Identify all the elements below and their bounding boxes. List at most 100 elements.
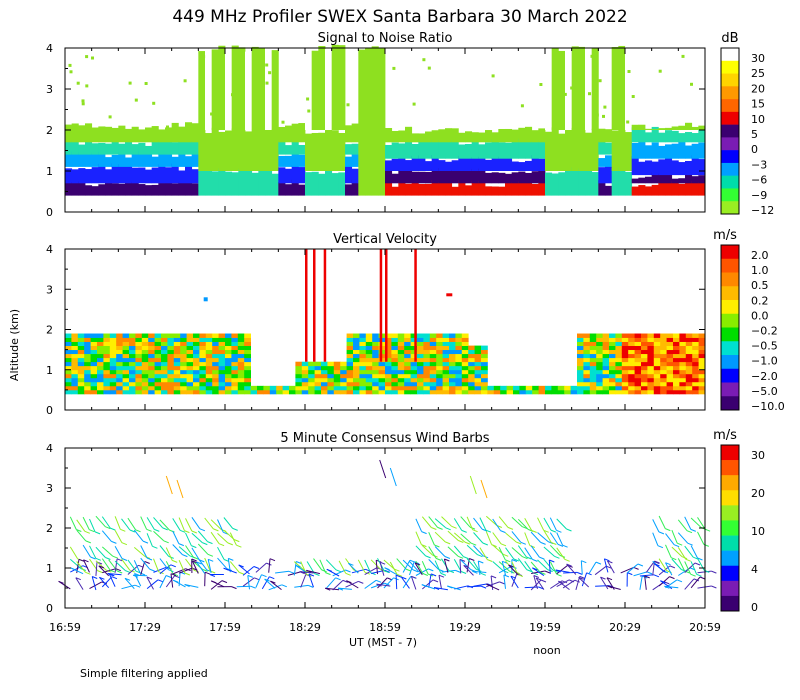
wind-barb-flag: [508, 564, 514, 568]
velocity-cell: [692, 353, 699, 359]
velocity-cell: [417, 337, 424, 342]
snr-cell: [178, 170, 186, 184]
colorbar-frame: [720, 47, 740, 215]
velocity-cell: [545, 389, 552, 395]
velocity-cell: [301, 365, 309, 371]
velocity-cell: [641, 345, 648, 351]
velocity-cell: [404, 341, 411, 346]
snr-cell: [551, 48, 559, 130]
wind-barb: [473, 517, 483, 530]
snr-cell: [498, 128, 506, 143]
velocity-cell: [410, 353, 418, 359]
velocity-cell: [161, 337, 168, 342]
velocity-cell: [231, 349, 239, 355]
velocity-cell: [596, 389, 603, 395]
velocity-cell: [141, 381, 149, 387]
panel-title: 5 Minute Consensus Wind Barbs: [280, 431, 489, 446]
snr-cell: [151, 126, 159, 143]
wind-barb: [185, 558, 195, 571]
wind-barb-flag: [90, 556, 96, 560]
velocity-cell: [129, 341, 136, 346]
wind-barb-flag: [510, 575, 517, 579]
wind-barb-flag: [526, 569, 532, 573]
velocity-cell: [129, 365, 136, 371]
velocity-cell: [621, 357, 629, 363]
wind-barb-flag: [654, 561, 660, 565]
velocity-cell: [423, 377, 431, 383]
wind-barb-flag: [288, 570, 295, 574]
velocity-cell: [436, 337, 443, 342]
velocity-cell: [653, 333, 661, 338]
wind-barb-flag: [564, 558, 570, 562]
snr-cell: [498, 156, 506, 171]
snr-cell: [491, 132, 499, 143]
velocity-cell: [397, 333, 405, 338]
wind-barb-flag: [578, 576, 584, 580]
velocity-cell: [353, 365, 360, 371]
velocity-cell: [193, 349, 200, 355]
velocity-cell: [596, 345, 603, 351]
wind-barb-flag: [657, 545, 664, 549]
velocity-cell: [205, 341, 213, 346]
velocity-cell: [90, 385, 98, 391]
colorbar-label: 25: [751, 67, 765, 80]
wind-barb-flag: [440, 572, 447, 576]
velocity-cell: [692, 381, 699, 387]
velocity-cell: [90, 353, 98, 359]
velocity-cell: [90, 365, 98, 371]
x-tick-label: 20:59: [689, 621, 721, 634]
velocity-cell: [634, 357, 642, 363]
velocity-cell: [621, 381, 629, 387]
velocity-cell: [205, 389, 213, 395]
wind-barb: [89, 581, 103, 590]
velocity-cell: [365, 333, 373, 338]
wind-barb: [140, 557, 150, 570]
wind-barb-flag: [469, 558, 475, 561]
y-tick-label: 0: [46, 602, 53, 615]
snr-cell: [258, 128, 266, 171]
wind-barb-flag: [84, 530, 90, 534]
snr-cell: [478, 132, 486, 143]
wind-barb-flag: [326, 568, 332, 572]
wind-barb: [652, 532, 659, 546]
wind-barb: [379, 562, 385, 576]
velocity-cell: [359, 353, 367, 359]
wind-barb: [146, 576, 154, 590]
wind-barb: [275, 570, 290, 574]
wind-barb-flag: [434, 544, 440, 548]
velocity-cell: [641, 385, 648, 391]
velocity-cell: [385, 385, 392, 391]
wind-barb-flag: [376, 583, 382, 587]
velocity-cell: [141, 349, 149, 355]
snr-cell: [411, 144, 419, 159]
wind-barb: [543, 559, 554, 571]
velocity-cell: [282, 385, 290, 391]
velocity-cell: [417, 389, 424, 395]
velocity-cell: [161, 357, 168, 363]
wind-barb-flag: [232, 527, 238, 531]
velocity-cell: [295, 365, 303, 371]
velocity-cell: [417, 357, 424, 363]
snr-cell: [98, 163, 106, 184]
wind-barb: [537, 517, 545, 531]
velocity-cell: [577, 389, 584, 395]
snr-cell: [498, 172, 506, 184]
wind-barb-flag: [58, 580, 64, 584]
wind-barb-flag: [184, 530, 190, 534]
snr-cell: [405, 126, 413, 143]
velocity-cell: [436, 345, 443, 351]
velocity-cell: [679, 333, 687, 338]
wind-barb: [671, 546, 683, 558]
velocity-cell: [404, 381, 411, 387]
velocity-cell: [301, 369, 309, 375]
velocity-cell: [513, 385, 520, 391]
wind-barb: [191, 532, 203, 543]
velocity-cell: [660, 381, 667, 387]
wind-barb: [268, 584, 282, 591]
velocity-cell: [231, 353, 239, 359]
velocity-cell: [423, 361, 431, 367]
snr-speck: [380, 85, 384, 89]
velocity-cell: [193, 385, 200, 391]
velocity-cell: [589, 389, 597, 395]
velocity-cell: [359, 369, 367, 375]
